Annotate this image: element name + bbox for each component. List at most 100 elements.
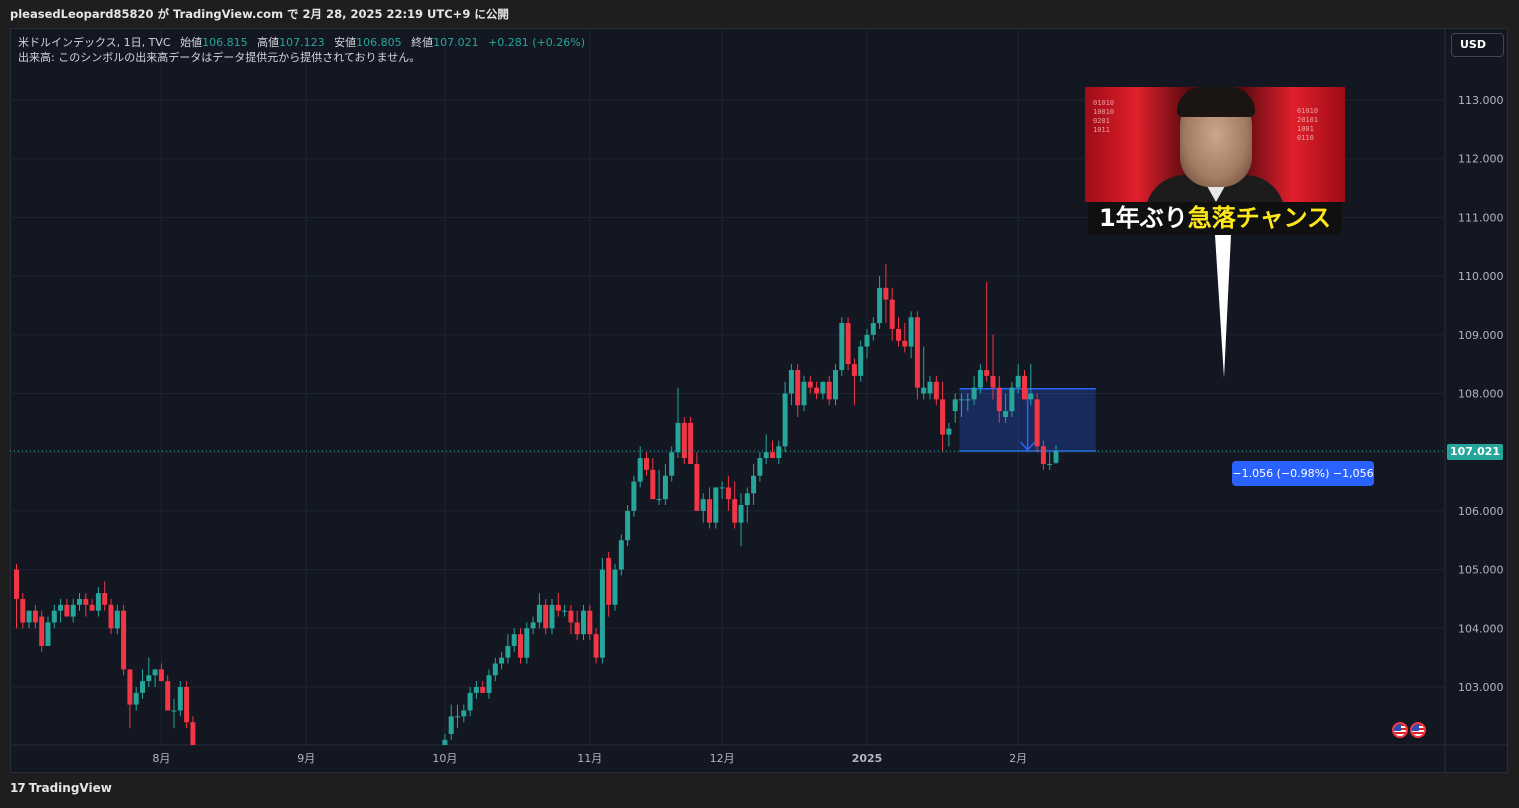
candle-body (977, 370, 983, 388)
banner-caption-white: 1年ぶり (1099, 204, 1188, 232)
candle-body (959, 399, 964, 401)
candle-body (889, 299, 895, 329)
candle-body (108, 604, 114, 629)
candle-body (732, 499, 738, 523)
candle-body (51, 610, 57, 623)
candle-body (612, 569, 618, 605)
candle-body (631, 481, 637, 511)
candle-body (839, 323, 845, 371)
candle-body (933, 381, 939, 400)
x-tick-label: 9月 (297, 752, 315, 765)
price-range-measure-label: −1.056 (−0.98%) −1,056 (1232, 461, 1374, 486)
banner-callout-pointer (1215, 235, 1231, 378)
candle-body (713, 487, 719, 523)
candle-body (751, 475, 757, 494)
candle-body (568, 610, 574, 623)
candle-body (1022, 375, 1027, 400)
candle-body (140, 681, 145, 693)
candle-body (77, 598, 82, 605)
candle-body (738, 505, 744, 523)
candle-body (593, 634, 599, 658)
candle-body (121, 610, 127, 670)
candle-body (807, 381, 813, 388)
candle-body (946, 428, 952, 435)
candle-body (637, 458, 643, 482)
candle-body (64, 604, 70, 617)
candle-body (656, 499, 662, 501)
candle-body (858, 346, 864, 376)
candle-body (788, 370, 794, 394)
legend-symbol[interactable]: 米ドルインデックス, 1日, TVC (18, 36, 171, 49)
candle-body (133, 692, 139, 705)
x-tick-label: 2025 (852, 752, 883, 765)
candle-body (158, 669, 164, 682)
candle-body (518, 634, 523, 658)
candle-body (45, 622, 51, 646)
candle-body (908, 317, 914, 347)
candle-body (14, 569, 19, 599)
candle-body (146, 675, 152, 682)
candle-body (190, 722, 196, 745)
candle-body (782, 393, 788, 447)
candle-body (1047, 463, 1053, 465)
top-bar: pleasedLeopard85820 が TradingView.com で … (0, 0, 1519, 28)
us-flag-icon[interactable] (1392, 722, 1408, 738)
candle-body (801, 381, 807, 406)
candle-body (562, 610, 568, 612)
candle-body (820, 381, 826, 394)
candle-body (442, 739, 448, 745)
candle-body (694, 463, 700, 511)
x-tick-label: 2月 (1009, 752, 1027, 765)
candle-body (675, 422, 681, 453)
candle-body (486, 675, 492, 693)
x-tick-label: 8月 (152, 752, 170, 765)
candle-body (1028, 393, 1034, 400)
banner-caption-highlight: 急落チャンス (1187, 204, 1331, 232)
legend-close-label: 終値 (411, 36, 434, 49)
candle-body (688, 422, 694, 464)
candle-body (83, 598, 89, 605)
candle-body (1034, 399, 1040, 447)
currency-button[interactable]: USD (1451, 33, 1504, 57)
candle-body (1053, 451, 1059, 463)
candle-body (70, 604, 76, 617)
candle-body (499, 657, 505, 664)
candle-body (896, 328, 901, 341)
candle-body (814, 387, 820, 394)
candle-body (921, 387, 927, 394)
x-tick-label: 11月 (577, 752, 602, 765)
candle-body (26, 610, 32, 623)
y-tick-label: 106.000 (1458, 505, 1504, 518)
y-tick-label: 105.000 (1458, 564, 1504, 577)
candle-body (95, 593, 101, 611)
legend-low-value: 106.805 (356, 36, 402, 49)
candle-body (927, 381, 933, 394)
y-tick-label: 104.000 (1458, 622, 1504, 635)
candle-body (877, 287, 883, 324)
candle-body (114, 610, 120, 629)
y-tick-label: 103.000 (1458, 681, 1504, 694)
candle-body (20, 598, 26, 623)
candle-body (870, 323, 876, 335)
chart-legend: 米ドルインデックス, 1日, TVC 始値106.815 高値107.123 安… (18, 35, 585, 65)
candle-body (511, 634, 517, 646)
candle-body (965, 399, 971, 401)
candle-body (467, 692, 473, 711)
candle-body (89, 604, 95, 611)
candle-body (171, 710, 177, 712)
banner-photo: 01010 10010 0201 1011 01010 20101 1001 0110 (1085, 87, 1345, 202)
y-tick-label: 112.000 (1458, 153, 1504, 166)
last-price-tag: 107.021 (1447, 444, 1503, 460)
candle-body (990, 375, 996, 388)
tradingview-logo-icon: 17 (10, 781, 26, 795)
candle-body (1009, 387, 1015, 412)
candle-body (505, 645, 511, 658)
candle-body (524, 628, 530, 658)
candle-body (536, 604, 542, 623)
us-flag-icon[interactable] (1410, 722, 1426, 738)
candle-body (757, 458, 763, 476)
y-tick-label: 113.000 (1458, 94, 1504, 107)
candle-body (669, 452, 675, 476)
candle-body (845, 323, 851, 365)
